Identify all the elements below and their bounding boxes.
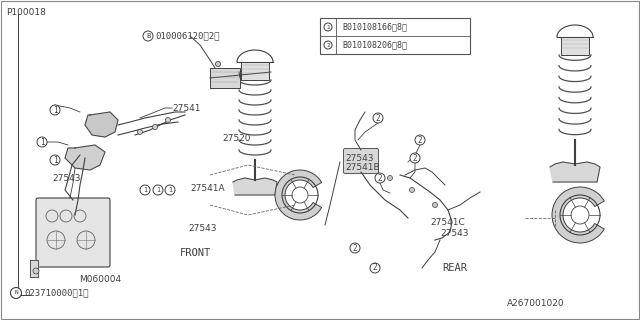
Text: 27520: 27520 (222, 133, 250, 142)
Text: 023710000（1）: 023710000（1） (24, 289, 88, 298)
Circle shape (370, 263, 380, 273)
Text: 010006120（2）: 010006120（2） (155, 31, 220, 41)
Text: B010108206（8）: B010108206（8） (342, 41, 407, 50)
Circle shape (324, 23, 332, 31)
Text: 1: 1 (52, 106, 58, 115)
Circle shape (433, 203, 438, 207)
FancyBboxPatch shape (36, 198, 110, 267)
Wedge shape (552, 187, 604, 243)
Circle shape (415, 135, 425, 145)
Text: FRONT: FRONT (179, 248, 211, 258)
Text: B010108166（8）: B010108166（8） (342, 22, 407, 31)
Text: 1: 1 (40, 138, 44, 147)
Circle shape (324, 41, 332, 49)
Circle shape (37, 137, 47, 147)
Text: 27541C: 27541C (430, 218, 465, 227)
Polygon shape (65, 145, 105, 170)
Text: 27543: 27543 (52, 173, 81, 182)
Text: 1: 1 (168, 187, 172, 193)
Text: 1: 1 (326, 25, 330, 29)
Text: A267001020: A267001020 (508, 299, 565, 308)
Text: 2: 2 (353, 244, 357, 252)
Polygon shape (550, 162, 600, 182)
Wedge shape (275, 170, 322, 220)
FancyBboxPatch shape (344, 148, 378, 173)
Bar (320, 18, 470, 54)
Text: M060004: M060004 (79, 276, 121, 284)
Circle shape (10, 287, 22, 299)
Bar (241, 62, 269, 80)
Text: REAR: REAR (442, 263, 467, 273)
Text: 1: 1 (143, 187, 147, 193)
Text: B: B (146, 33, 150, 39)
Circle shape (50, 105, 60, 115)
Circle shape (138, 130, 143, 134)
Circle shape (50, 155, 60, 165)
Text: 2: 2 (372, 263, 378, 273)
Circle shape (143, 31, 153, 41)
Circle shape (153, 185, 163, 195)
Circle shape (166, 117, 170, 123)
Text: 27543: 27543 (188, 223, 216, 233)
Text: 27541: 27541 (172, 103, 200, 113)
Text: 2: 2 (418, 135, 422, 145)
Text: 27541B: 27541B (345, 163, 380, 172)
Circle shape (152, 124, 157, 130)
Text: 27543: 27543 (345, 154, 374, 163)
Circle shape (216, 61, 221, 67)
Text: 1: 1 (52, 156, 58, 164)
Text: P100018: P100018 (6, 7, 46, 17)
Polygon shape (233, 178, 277, 195)
Text: N: N (14, 291, 18, 295)
Bar (561, 37, 589, 55)
Circle shape (350, 243, 360, 253)
Circle shape (33, 268, 39, 274)
Circle shape (375, 173, 385, 183)
Text: 2: 2 (413, 154, 417, 163)
Text: 27541A: 27541A (190, 183, 225, 193)
Circle shape (140, 185, 150, 195)
Circle shape (387, 175, 392, 180)
Polygon shape (30, 260, 38, 277)
Text: 2: 2 (378, 173, 382, 182)
Circle shape (373, 113, 383, 123)
Text: 2: 2 (326, 43, 330, 47)
Circle shape (410, 188, 415, 193)
Text: 2: 2 (376, 114, 380, 123)
Polygon shape (85, 112, 118, 137)
Text: 27543: 27543 (440, 228, 468, 237)
Circle shape (165, 185, 175, 195)
Text: 1: 1 (156, 187, 160, 193)
Bar (210, 68, 240, 88)
Circle shape (410, 153, 420, 163)
